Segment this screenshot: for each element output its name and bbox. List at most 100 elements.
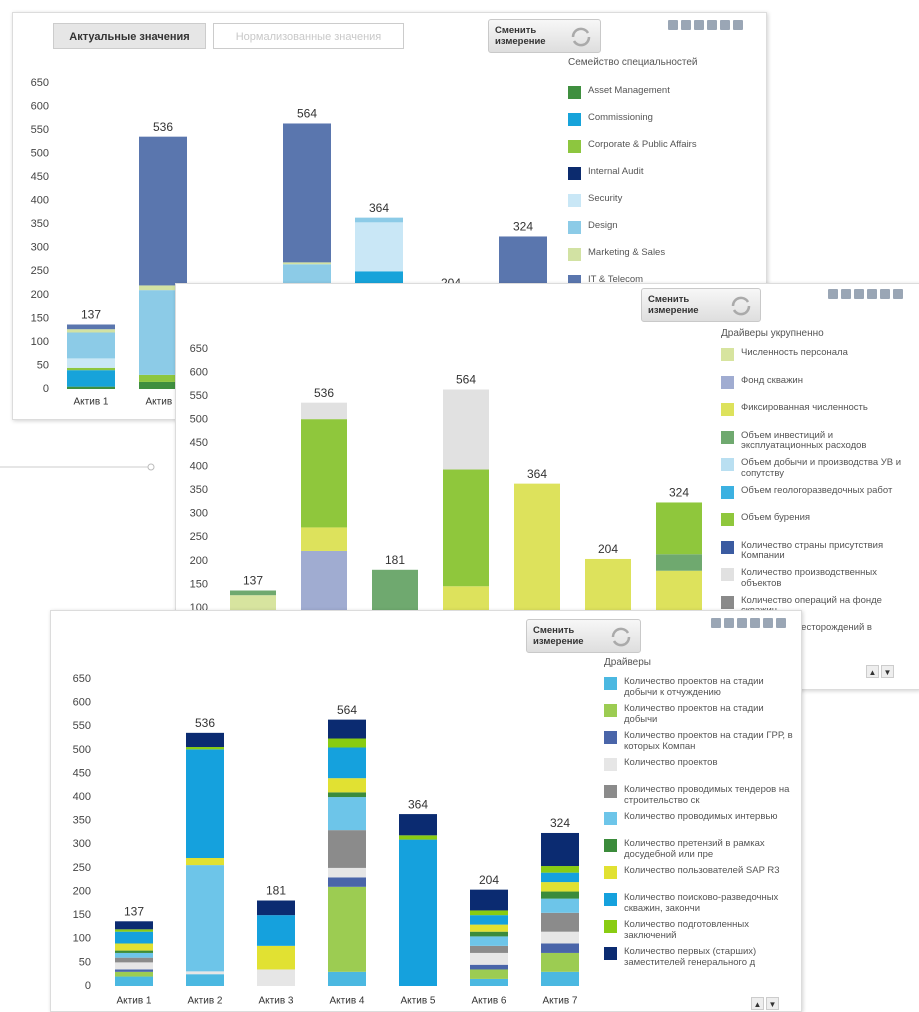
total-label: 564 xyxy=(297,107,317,121)
legend-swatch xyxy=(568,221,581,234)
y-tick-label: 650 xyxy=(190,343,208,355)
toolbar-icon[interactable] xyxy=(750,618,760,628)
connector xyxy=(0,463,155,471)
legend-label: Численность персонала xyxy=(741,347,848,358)
toolbar-icon[interactable] xyxy=(880,289,890,299)
tab[interactable]: Актуальные значения xyxy=(53,23,206,49)
y-tick-label: 300 xyxy=(73,838,91,850)
toolbar-icon[interactable] xyxy=(720,20,730,30)
x-tick-label: Актив 3 xyxy=(259,996,294,1007)
bar-segment xyxy=(443,389,489,470)
legend-swatch xyxy=(604,812,617,825)
toolbar-icon[interactable] xyxy=(737,618,747,628)
toolbar-icon[interactable] xyxy=(776,618,786,628)
bar-segment xyxy=(186,749,224,859)
total-label: 364 xyxy=(369,201,389,215)
y-tick-label: 500 xyxy=(190,414,208,426)
bar-segment xyxy=(399,835,437,840)
legend-item: Commissioning xyxy=(568,112,738,126)
refresh-arc xyxy=(571,27,591,47)
legend-item: Объем геологоразведочных работ xyxy=(721,485,911,499)
bar-segment xyxy=(230,590,276,596)
bar-segment xyxy=(328,747,366,779)
x-tick-label: Актив 2 xyxy=(188,996,223,1007)
change-dimension-button[interactable]: Сменить измерение xyxy=(641,288,761,322)
toolbar-icon[interactable] xyxy=(893,289,903,299)
legend-label: Фиксированная численность xyxy=(741,402,868,413)
toolbar-icon[interactable] xyxy=(828,289,838,299)
toolbar-icon[interactable] xyxy=(867,289,877,299)
tab[interactable]: Нормализованные значения xyxy=(213,23,404,49)
toolbar-icon[interactable] xyxy=(724,618,734,628)
x-tick-label: Актив 2 xyxy=(146,397,181,408)
y-tick-label: 300 xyxy=(190,508,208,520)
y-tick-label: 550 xyxy=(73,720,91,732)
bar-segment xyxy=(257,900,295,916)
legend-swatch xyxy=(721,485,734,499)
change-dimension-button[interactable]: Сменить измерение xyxy=(526,619,641,653)
total-label: 324 xyxy=(550,816,570,830)
scroll-down[interactable]: ▼ xyxy=(766,997,779,1010)
toolbar-icon[interactable] xyxy=(668,20,678,30)
total-label: 564 xyxy=(337,703,357,717)
toolbar-icon[interactable] xyxy=(707,20,717,30)
toolbar-icon[interactable] xyxy=(733,20,743,30)
bar-segment xyxy=(470,945,508,953)
bar-segment xyxy=(328,867,366,878)
bar-segment xyxy=(470,964,508,970)
bar-segment xyxy=(67,324,115,330)
refresh-arc xyxy=(731,296,751,316)
bar-segment xyxy=(470,889,508,911)
y-tick-label: 250 xyxy=(190,531,208,543)
bar-segment xyxy=(328,830,366,868)
toolbar-icon[interactable] xyxy=(711,618,721,628)
bar-segment xyxy=(283,262,331,265)
bar-segment xyxy=(115,929,153,932)
legend-item: Количество подготовленных заключений xyxy=(604,919,794,941)
toolbar-icon[interactable] xyxy=(694,20,704,30)
toolbar xyxy=(828,286,919,299)
bar-segment xyxy=(139,285,187,291)
legend-label: Количество поисково-разведочных скважин,… xyxy=(624,892,779,914)
toolbar-icon[interactable] xyxy=(681,20,691,30)
total-label: 324 xyxy=(669,486,689,500)
toolbar-icon[interactable] xyxy=(841,289,851,299)
legend-swatch xyxy=(568,167,581,180)
legend-label: Количество подготовленных заключений xyxy=(624,919,750,941)
bar-segment xyxy=(470,915,508,925)
total-label: 137 xyxy=(81,308,101,322)
toolbar xyxy=(668,17,763,30)
legend-label: Количество проектов xyxy=(624,757,718,768)
legend-label: Количество проектов на стадии добычи к о… xyxy=(624,676,764,698)
bar-segment xyxy=(139,374,187,382)
y-tick-label: 400 xyxy=(73,791,91,803)
change-dimension-button[interactable]: Сменить измерение xyxy=(488,19,601,53)
bar-segment xyxy=(470,924,508,932)
connector-dot xyxy=(147,463,155,471)
total-label: 137 xyxy=(243,574,263,588)
bar-segment xyxy=(283,123,331,263)
legend-item: Security xyxy=(568,193,738,207)
legend-item: Asset Management xyxy=(568,85,738,99)
scroll-down[interactable]: ▼ xyxy=(881,665,894,678)
y-tick-label: 150 xyxy=(31,312,49,324)
legend-label: Marketing & Sales xyxy=(588,247,666,258)
legend-item: Количество пользователей SAP R3 xyxy=(604,865,794,879)
bar-segment xyxy=(541,832,579,867)
y-tick-label: 400 xyxy=(31,195,49,207)
legend-swatch xyxy=(721,403,734,416)
legend-swatch xyxy=(721,348,734,361)
total-label: 137 xyxy=(124,904,144,918)
scroll-up[interactable]: ▲ xyxy=(751,997,764,1010)
legend-swatch xyxy=(721,540,734,554)
scroll-up[interactable]: ▲ xyxy=(866,665,879,678)
toolbar-icon[interactable] xyxy=(763,618,773,628)
bar-segment xyxy=(186,971,224,975)
legend-swatch xyxy=(721,595,734,609)
toolbar-icon[interactable] xyxy=(854,289,864,299)
refresh-icon xyxy=(611,627,631,647)
bar-segment xyxy=(186,732,224,748)
legend-item: Количество проектов на стадии добычи к о… xyxy=(604,676,794,698)
bar-segment xyxy=(399,839,437,986)
legend-swatch xyxy=(568,248,581,261)
